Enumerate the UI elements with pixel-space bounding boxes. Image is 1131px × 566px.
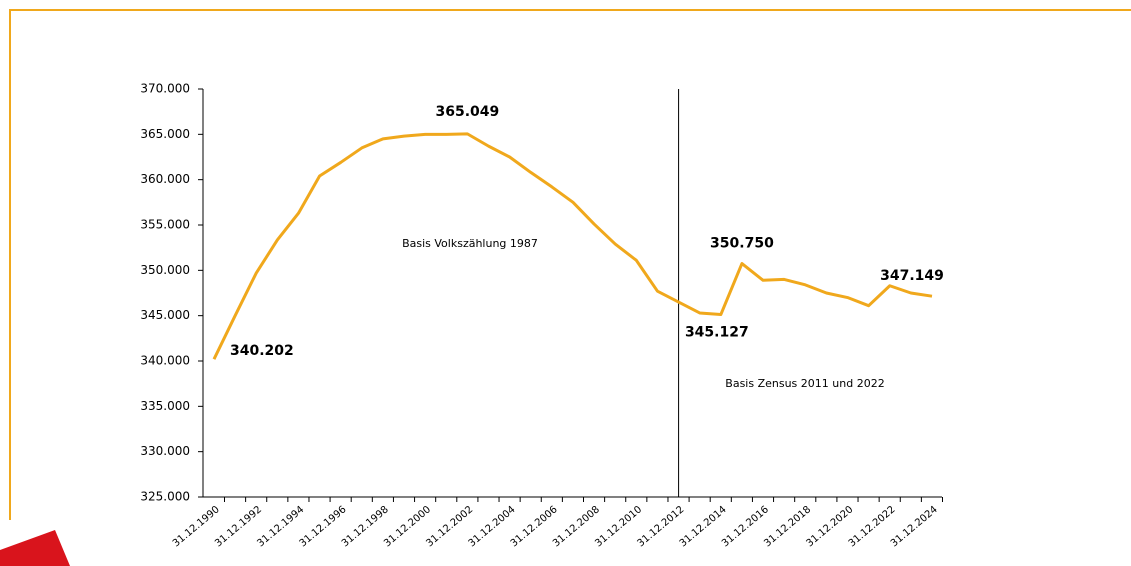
y-tick-label: 325.000 xyxy=(140,490,190,504)
data-label: 345.127 xyxy=(685,325,749,341)
y-tick-label: 350.000 xyxy=(140,263,190,277)
data-label: 350.750 xyxy=(710,236,774,252)
data-label: 340.202 xyxy=(230,343,294,359)
annotation: Basis Volkszählung 1987 xyxy=(402,237,538,250)
y-tick-label: 340.000 xyxy=(140,354,190,368)
frame xyxy=(9,9,1131,520)
annotation: Basis Zensus 2011 und 2022 xyxy=(725,377,884,390)
data-label: 365.049 xyxy=(436,104,500,120)
line xyxy=(212,132,933,360)
y-tick-label: 330.000 xyxy=(140,444,190,458)
decor xyxy=(0,530,70,566)
x-tick-label: 31.12.2024 xyxy=(889,504,940,549)
y-tick-label: 335.000 xyxy=(140,399,190,413)
y-tick-label: 370.000 xyxy=(140,82,190,96)
y-tick-label: 345.000 xyxy=(140,308,190,322)
y-tick-label: 365.000 xyxy=(140,127,190,141)
data-label: 347.149 xyxy=(880,268,944,284)
y-tick-label: 360.000 xyxy=(140,172,190,186)
y-tick-label: 355.000 xyxy=(140,218,190,232)
